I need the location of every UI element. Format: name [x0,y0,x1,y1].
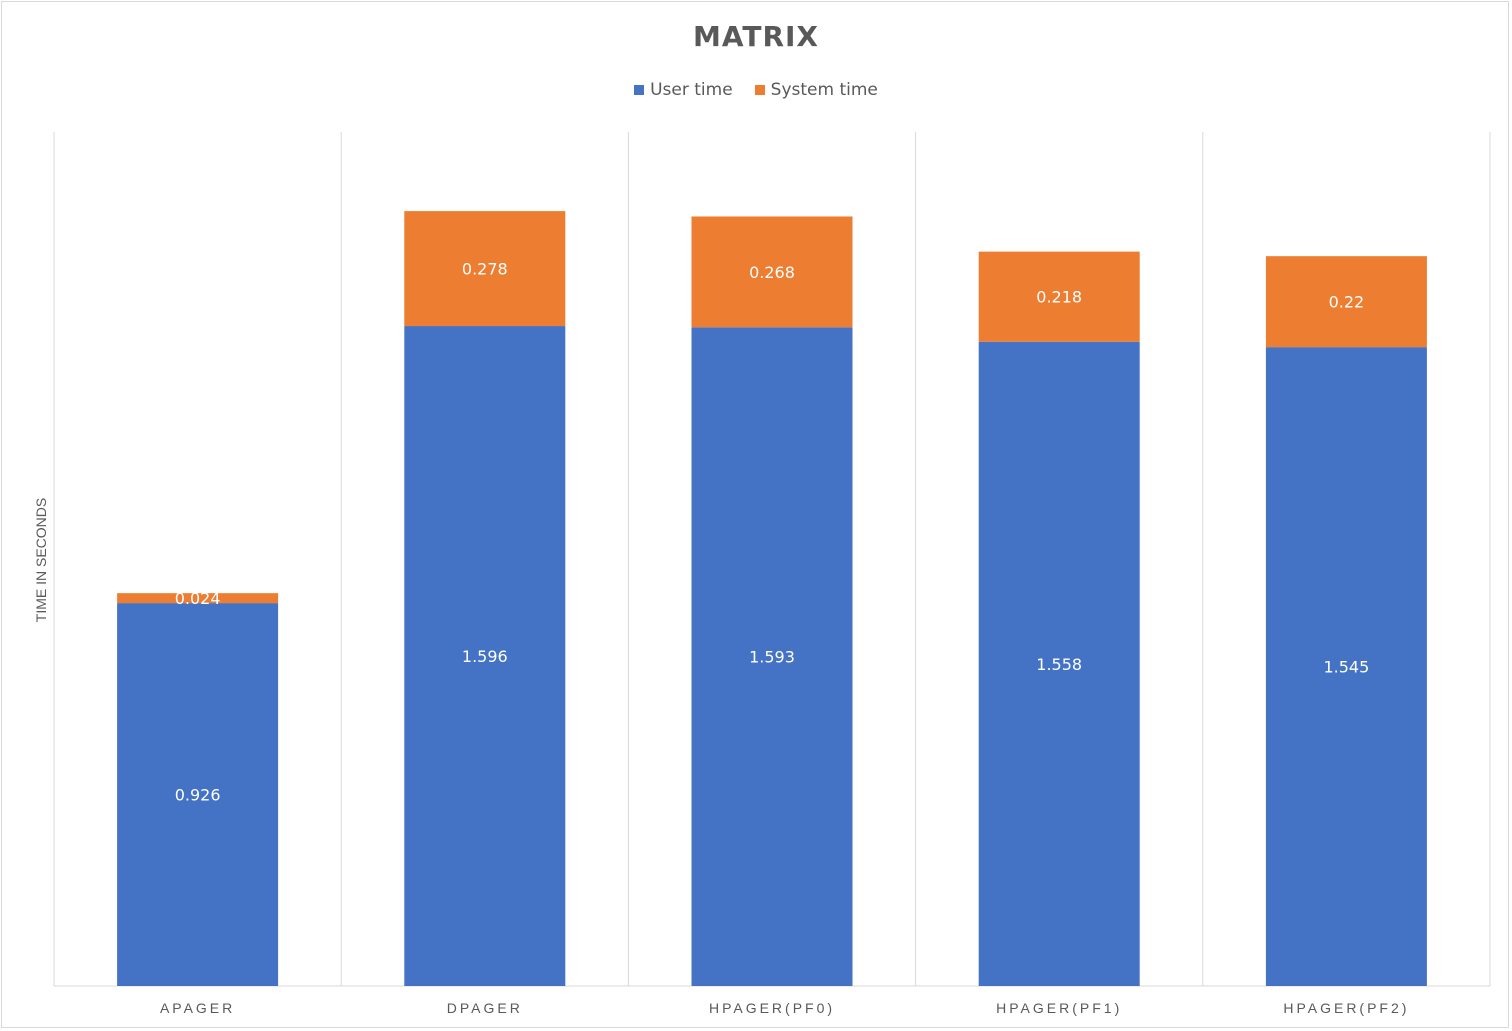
bar-system-time [978,251,1140,342]
data-label: 0.024 [175,589,221,608]
legend-label-system-time: System time [770,80,878,100]
bar-user-time [117,603,279,986]
data-label: 0.926 [175,786,221,805]
data-label: 1.545 [1323,658,1369,677]
x-tick-label: HPAGER(PF2) [1283,1000,1409,1016]
bar-user-time [1265,347,1427,987]
bar-system-time [691,216,853,328]
legend-item-system-time: System time [754,80,878,100]
x-tick-label: APAGER [160,1000,235,1016]
chart-title: MATRIX [692,20,820,53]
data-label: 0.278 [462,260,508,279]
bar-user-time [978,341,1140,987]
bar-user-time [691,327,853,986]
data-label: 0.218 [1036,288,1082,307]
bar-system-time [1265,256,1427,348]
legend-swatch-user-time [634,85,645,95]
legend: User time System time [0,80,1512,100]
x-tick-label: DPAGER [447,1000,523,1016]
legend-item-user-time: User time [634,80,733,100]
data-label: 0.22 [1329,293,1365,312]
x-tick-label: HPAGER(PF0) [709,1000,835,1016]
legend-label-user-time: User time [650,80,733,100]
x-tick-label: HPAGER(PF1) [996,1000,1122,1016]
bar-system-time [117,593,279,604]
data-label: 1.558 [1036,655,1082,674]
legend-swatch-system-time [754,85,765,95]
bar-system-time [404,211,566,327]
bar-user-time [404,326,566,987]
data-label: 1.596 [462,647,508,666]
data-label: 1.593 [749,648,795,667]
data-label: 0.268 [749,263,795,282]
